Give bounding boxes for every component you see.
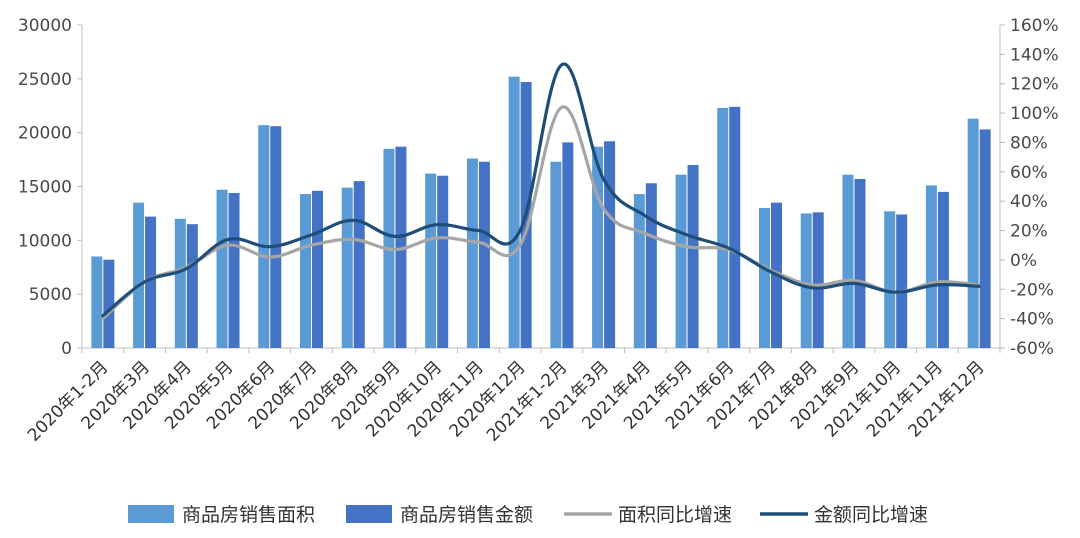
left-tick-label: 15000 [18, 178, 72, 198]
bar [842, 174, 854, 348]
right-tick-label: 160% [1010, 16, 1059, 36]
category-labels: 2020年1-2月2020年3月2020年4月2020年5月2020年6月202… [24, 357, 989, 445]
bar [91, 256, 103, 348]
legend-item: 金额同比增速 [760, 504, 928, 526]
legend-label: 金额同比增速 [814, 504, 928, 526]
bar [896, 214, 908, 348]
bar [645, 183, 657, 348]
bar [133, 202, 145, 348]
bar [228, 192, 240, 348]
right-tick-label: -40% [1010, 310, 1054, 330]
bar [687, 164, 699, 348]
left-tick-label: 5000 [29, 285, 72, 305]
right-tick-label: -60% [1010, 339, 1054, 359]
bar [854, 178, 866, 348]
bar [312, 190, 323, 348]
legend: 商品房销售面积 商品房销售金额 面积同比增速 金额同比增速 [128, 504, 928, 526]
right-axis-ticks: -60% -40% -20% 0% 20% 40% 60% 80% 100% 120% 140% 16… [1000, 16, 1059, 359]
bar [937, 191, 949, 348]
right-tick-label: 80% [1010, 133, 1048, 153]
bar [675, 174, 687, 348]
right-tick-label: 0% [1010, 251, 1037, 271]
bar [562, 142, 574, 348]
left-tick-label: 20000 [18, 124, 72, 144]
legend-item: 商品房销售金额 [346, 504, 533, 526]
bar [353, 181, 365, 348]
bar [812, 212, 824, 348]
legend-item: 商品房销售面积 [128, 504, 315, 526]
bar [437, 175, 449, 348]
right-tick-label: 60% [1010, 163, 1048, 183]
legend-item: 面积同比增速 [564, 504, 732, 526]
left-tick-label: 0 [61, 339, 72, 359]
bar [258, 125, 270, 348]
bar [979, 129, 991, 348]
right-tick-label: 120% [1010, 75, 1059, 95]
bar [604, 141, 616, 348]
bar [925, 185, 937, 348]
bar [759, 208, 770, 348]
bar [300, 194, 311, 348]
series-line [101, 62, 981, 318]
bar [717, 107, 729, 348]
bar [592, 146, 604, 348]
line-series [101, 62, 981, 321]
bar [270, 126, 282, 348]
left-tick-label: 30000 [18, 16, 72, 36]
left-tick-label: 25000 [18, 70, 72, 90]
bar [466, 158, 478, 348]
right-tick-label: 100% [1010, 104, 1059, 124]
bar [341, 187, 353, 348]
bar-series [91, 76, 991, 349]
bar [216, 189, 228, 348]
bar [884, 211, 896, 348]
legend-swatch [128, 505, 174, 523]
bar [425, 173, 437, 348]
series-line [101, 105, 981, 321]
right-tick-label: -20% [1010, 280, 1054, 300]
bar [550, 161, 562, 348]
bar [800, 213, 812, 348]
left-tick-label: 10000 [18, 231, 72, 251]
bar [508, 76, 520, 349]
legend-label: 商品房销售金额 [400, 504, 533, 526]
bar [633, 194, 645, 348]
bar [103, 259, 115, 348]
legend-label: 商品房销售面积 [182, 504, 315, 526]
left-axis-ticks: 0 5000 10000 15000 20000 25000 30000 [18, 16, 82, 359]
bar [729, 106, 741, 349]
right-tick-label: 40% [1010, 192, 1048, 212]
bar [186, 224, 198, 348]
legend-swatch [346, 505, 392, 523]
right-tick-label: 20% [1010, 222, 1048, 242]
bar [145, 216, 157, 348]
legend-label: 面积同比增速 [618, 504, 732, 526]
bar [478, 161, 490, 348]
right-tick-label: 140% [1010, 45, 1059, 65]
bar [174, 218, 186, 348]
bar [967, 118, 979, 348]
